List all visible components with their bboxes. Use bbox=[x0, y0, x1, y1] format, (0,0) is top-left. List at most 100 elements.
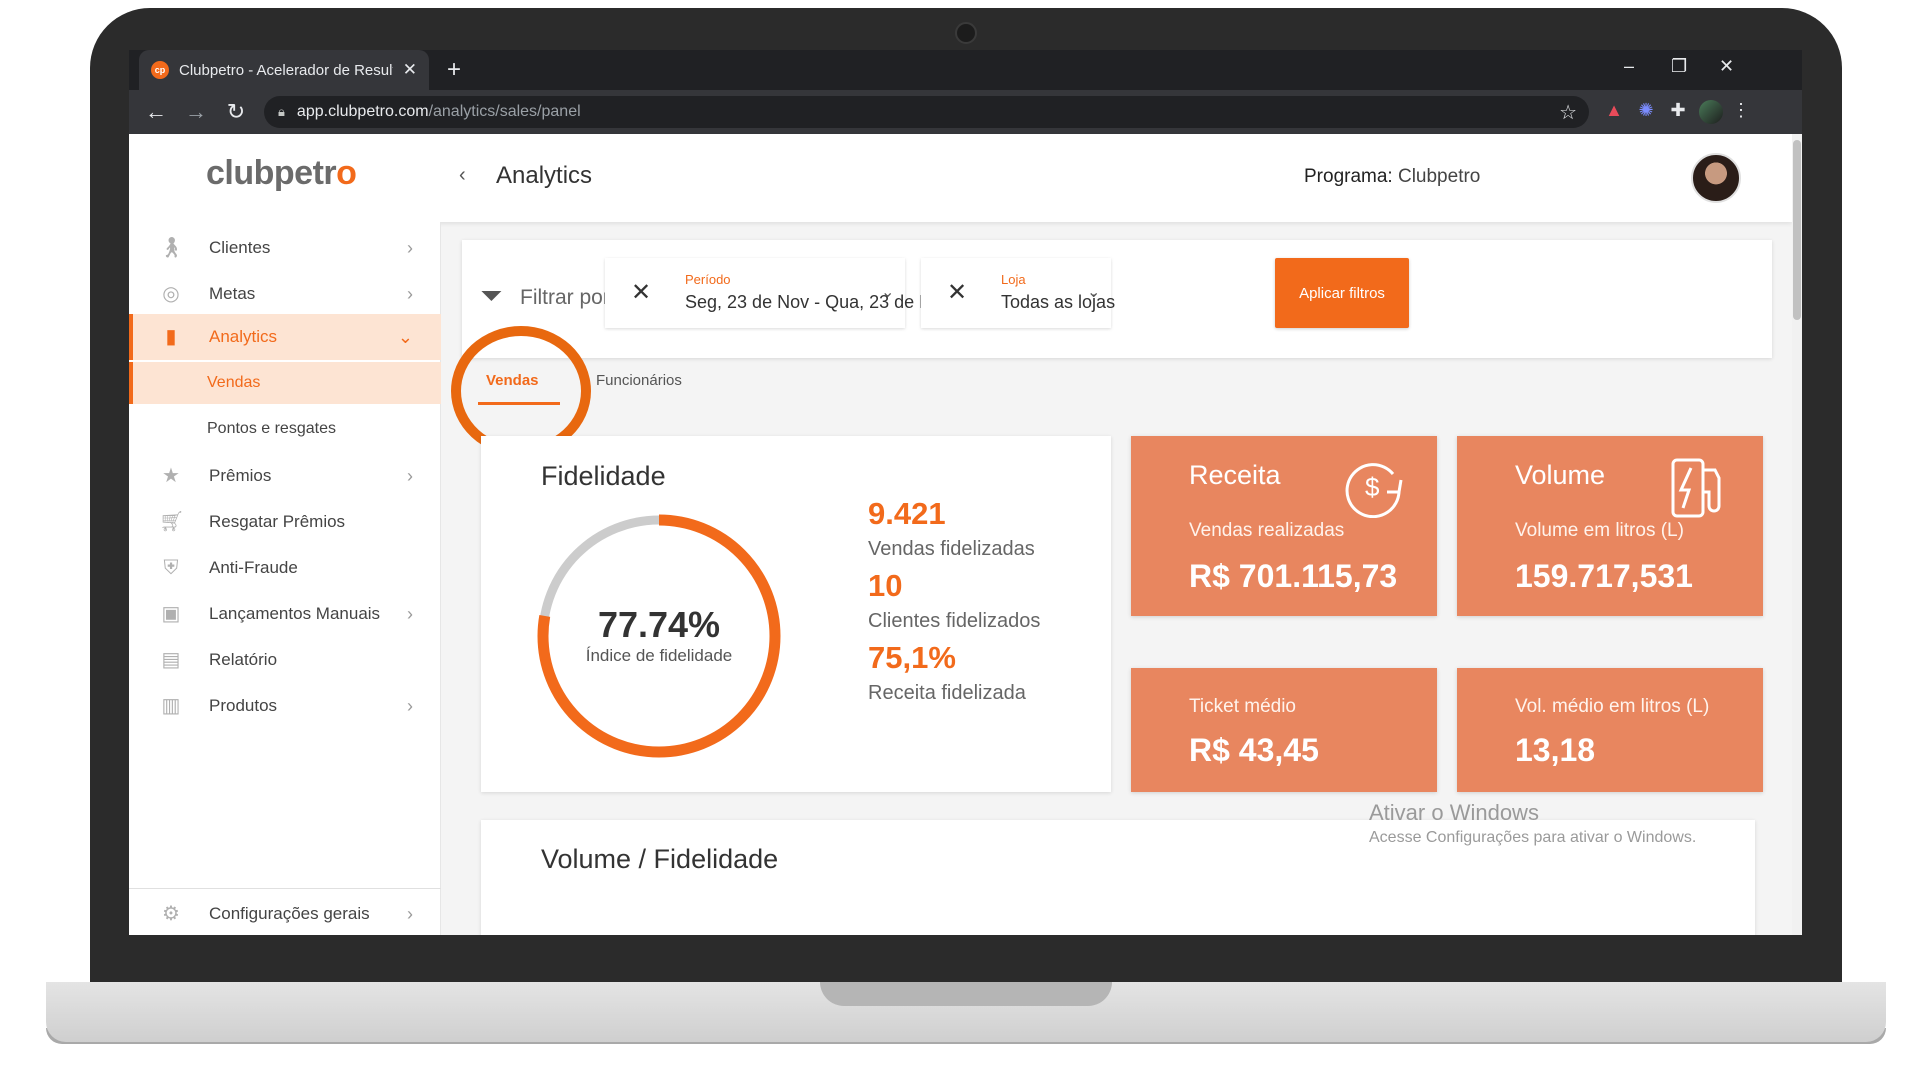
sidebar: 🚶︎ Clientes › ◎ Metas › ▮ Analytics ⌄ Ve… bbox=[129, 222, 441, 935]
sidebar-item-lancamentos[interactable]: ▣ Lançamentos Manuais › bbox=[129, 588, 441, 640]
forward-icon[interactable]: → bbox=[185, 99, 207, 124]
vol-medio-label: Vol. médio em litros (L) bbox=[1515, 696, 1710, 717]
receita-sub: Vendas realizadas bbox=[1189, 520, 1345, 541]
back-icon[interactable]: ← bbox=[145, 99, 167, 124]
sidebar-item-label: Analytics bbox=[209, 327, 278, 346]
close-window-icon[interactable]: ✕ bbox=[1719, 56, 1735, 76]
profile-avatar-icon[interactable] bbox=[1699, 100, 1723, 124]
sidebar-item-resgatar[interactable]: 🛒︎ Resgatar Prêmios bbox=[129, 496, 441, 548]
extensions-puzzle-icon[interactable]: ✚ bbox=[1670, 100, 1686, 120]
sidebar-item-relatorio[interactable]: ▤ Relatório bbox=[129, 634, 441, 686]
program-info: Programa: Clubpetro bbox=[1304, 166, 1480, 188]
user-avatar[interactable] bbox=[1691, 153, 1741, 203]
sidebar-subitem-label: Vendas bbox=[207, 374, 261, 391]
chevron-right-icon: › bbox=[407, 237, 413, 258]
sidebar-item-label: Configurações gerais bbox=[209, 904, 370, 923]
volume-title: Volume bbox=[1515, 460, 1606, 490]
sidebar-item-label: Metas bbox=[209, 284, 256, 303]
clientes-fidelizados-label: Clientes fidelizados bbox=[868, 610, 1041, 632]
filter-bar: ⏷ Filtrar por: ✕ Período Seg, 23 de Nov … bbox=[462, 240, 1772, 358]
sidebar-item-premios[interactable]: ★ Prêmios › bbox=[129, 450, 441, 502]
sidebar-item-label: Lançamentos Manuais bbox=[209, 604, 381, 623]
vol-medio-tile: Vol. médio em litros (L) 13,18 bbox=[1457, 668, 1763, 792]
clear-store-icon[interactable]: ✕ bbox=[947, 279, 968, 306]
sidebar-item-label: Resgatar Prêmios bbox=[209, 512, 346, 531]
bar-chart-icon: ▮ bbox=[165, 326, 177, 348]
volume-fidelidade-card: Volume / Fidelidade bbox=[481, 820, 1755, 935]
favicon: cp bbox=[151, 61, 169, 79]
fidelidade-title: Fidelidade bbox=[541, 461, 666, 491]
store-filter[interactable]: ✕ Loja Todas as lojas ⌄ bbox=[921, 258, 1115, 328]
fidelity-index-label: Índice de fidelidade bbox=[585, 646, 733, 665]
page-scrollbar[interactable] bbox=[1792, 134, 1802, 935]
windows-watermark-text: Acesse Configurações para ativar o Windo… bbox=[1369, 829, 1697, 846]
app: clubpetro ‹ Analytics Programa: Clubpetr… bbox=[129, 134, 1802, 935]
extension-icon[interactable]: ▲ bbox=[1605, 100, 1623, 120]
product-icon: ▥ bbox=[161, 695, 181, 717]
sidebar-item-label: Produtos bbox=[209, 696, 278, 715]
walking-person-icon: 🚶︎ bbox=[159, 237, 185, 259]
shield-icon: ⛨ bbox=[163, 557, 179, 579]
chevron-down-icon: ⌄ bbox=[397, 326, 413, 347]
address-bar[interactable]: 🔒︎ app.clubpetro.com /analytics/sales/pa… bbox=[264, 96, 1589, 128]
sidebar-subitem-label: Pontos e resgates bbox=[207, 420, 336, 437]
sidebar-subitem-vendas[interactable]: Vendas bbox=[129, 362, 441, 404]
extension-gear-icon[interactable]: ✺ bbox=[1638, 100, 1654, 120]
receita-tile: Receita $ Vendas realizadas R$ 701.115,7… bbox=[1131, 436, 1437, 616]
chevron-down-icon[interactable]: ⌄ bbox=[881, 284, 895, 301]
fidelidade-card: Fidelidade 77.74% Índice de fidelidade 9… bbox=[481, 436, 1111, 792]
screen: cp Clubpetro - Acelerador de Result ✕ + … bbox=[129, 50, 1802, 935]
fidelity-donut-chart bbox=[537, 514, 781, 758]
browser-tab[interactable]: cp Clubpetro - Acelerador de Result ✕ bbox=[139, 50, 429, 90]
sidebar-item-produtos[interactable]: ▥ Produtos › bbox=[129, 680, 441, 732]
clear-period-icon[interactable]: ✕ bbox=[631, 279, 652, 306]
scrollbar-thumb[interactable] bbox=[1793, 140, 1801, 320]
minimize-icon[interactable]: – bbox=[1624, 56, 1635, 76]
menu-dots-icon[interactable]: ⋮ bbox=[1732, 100, 1750, 120]
chevron-right-icon: › bbox=[407, 465, 413, 486]
ticket-medio-label: Ticket médio bbox=[1189, 696, 1296, 717]
sidebar-item-label: Anti-Fraude bbox=[209, 558, 298, 577]
bookmark-star-icon[interactable]: ☆ bbox=[1559, 102, 1577, 124]
program-value: Clubpetro bbox=[1397, 166, 1481, 187]
sidebar-item-antifraude[interactable]: ⛨ Anti-Fraude bbox=[129, 542, 441, 594]
tab-funcionarios[interactable]: Funcionários bbox=[596, 372, 682, 389]
chevron-right-icon: › bbox=[407, 603, 413, 624]
cart-icon: 🛒︎ bbox=[159, 511, 185, 533]
chevron-right-icon: › bbox=[407, 283, 413, 304]
back-chevron-icon[interactable]: ‹ bbox=[459, 164, 466, 186]
sidebar-divider bbox=[129, 888, 441, 889]
receita-fidelizada-label: Receita fidelizada bbox=[868, 682, 1026, 704]
sidebar-subitem-pontos[interactable]: Pontos e resgates bbox=[129, 404, 441, 454]
search-doc-icon: ▣ bbox=[161, 603, 181, 625]
store-value: Todas as lojas bbox=[1001, 292, 1116, 312]
tab-title: Clubpetro - Acelerador de Result bbox=[179, 61, 393, 79]
sidebar-item-metas[interactable]: ◎ Metas › bbox=[129, 268, 441, 320]
volume-tile: Volume Volume em litros (L) 159.717,531 bbox=[1457, 436, 1763, 616]
logo-text: clubpetr bbox=[206, 154, 337, 192]
vol-medio-value: 13,18 bbox=[1515, 732, 1596, 768]
chevron-down-icon[interactable]: ⌄ bbox=[1087, 284, 1101, 301]
svg-text:$: $ bbox=[1365, 472, 1380, 502]
close-tab-icon[interactable]: ✕ bbox=[402, 60, 417, 79]
sidebar-item-label: Relatório bbox=[209, 650, 278, 669]
receita-value: R$ 701.115,73 bbox=[1189, 558, 1398, 594]
volume-sub: Volume em litros (L) bbox=[1515, 520, 1684, 541]
reload-icon[interactable]: ↻ bbox=[226, 99, 246, 124]
sidebar-item-label: Clientes bbox=[209, 238, 271, 257]
sidebar-item-analytics[interactable]: ▮ Analytics ⌄ bbox=[129, 314, 441, 360]
laptop-notch bbox=[820, 982, 1112, 1006]
apply-filters-button[interactable]: Aplicar filtros bbox=[1275, 258, 1409, 328]
period-filter[interactable]: ✕ Período Seg, 23 de Nov - Qua, 23 de De… bbox=[605, 258, 951, 328]
restore-icon[interactable]: ❐ bbox=[1671, 56, 1688, 76]
sidebar-item-configuracoes[interactable]: ⚙ Configurações gerais › bbox=[129, 893, 441, 935]
vendas-fidelizadas-label: Vendas fidelizadas bbox=[868, 538, 1035, 560]
new-tab-button[interactable]: + bbox=[447, 56, 462, 83]
ticket-medio-tile: Ticket médio R$ 43,45 bbox=[1131, 668, 1437, 792]
clipboard-icon: ▤ bbox=[161, 649, 181, 671]
chevron-right-icon: › bbox=[407, 903, 413, 924]
logo[interactable]: clubpetro bbox=[206, 154, 357, 193]
filter-funnel-icon: ⏷ bbox=[480, 280, 503, 311]
chevron-right-icon: › bbox=[407, 695, 413, 716]
sidebar-item-clientes[interactable]: 🚶︎ Clientes › bbox=[129, 222, 441, 274]
